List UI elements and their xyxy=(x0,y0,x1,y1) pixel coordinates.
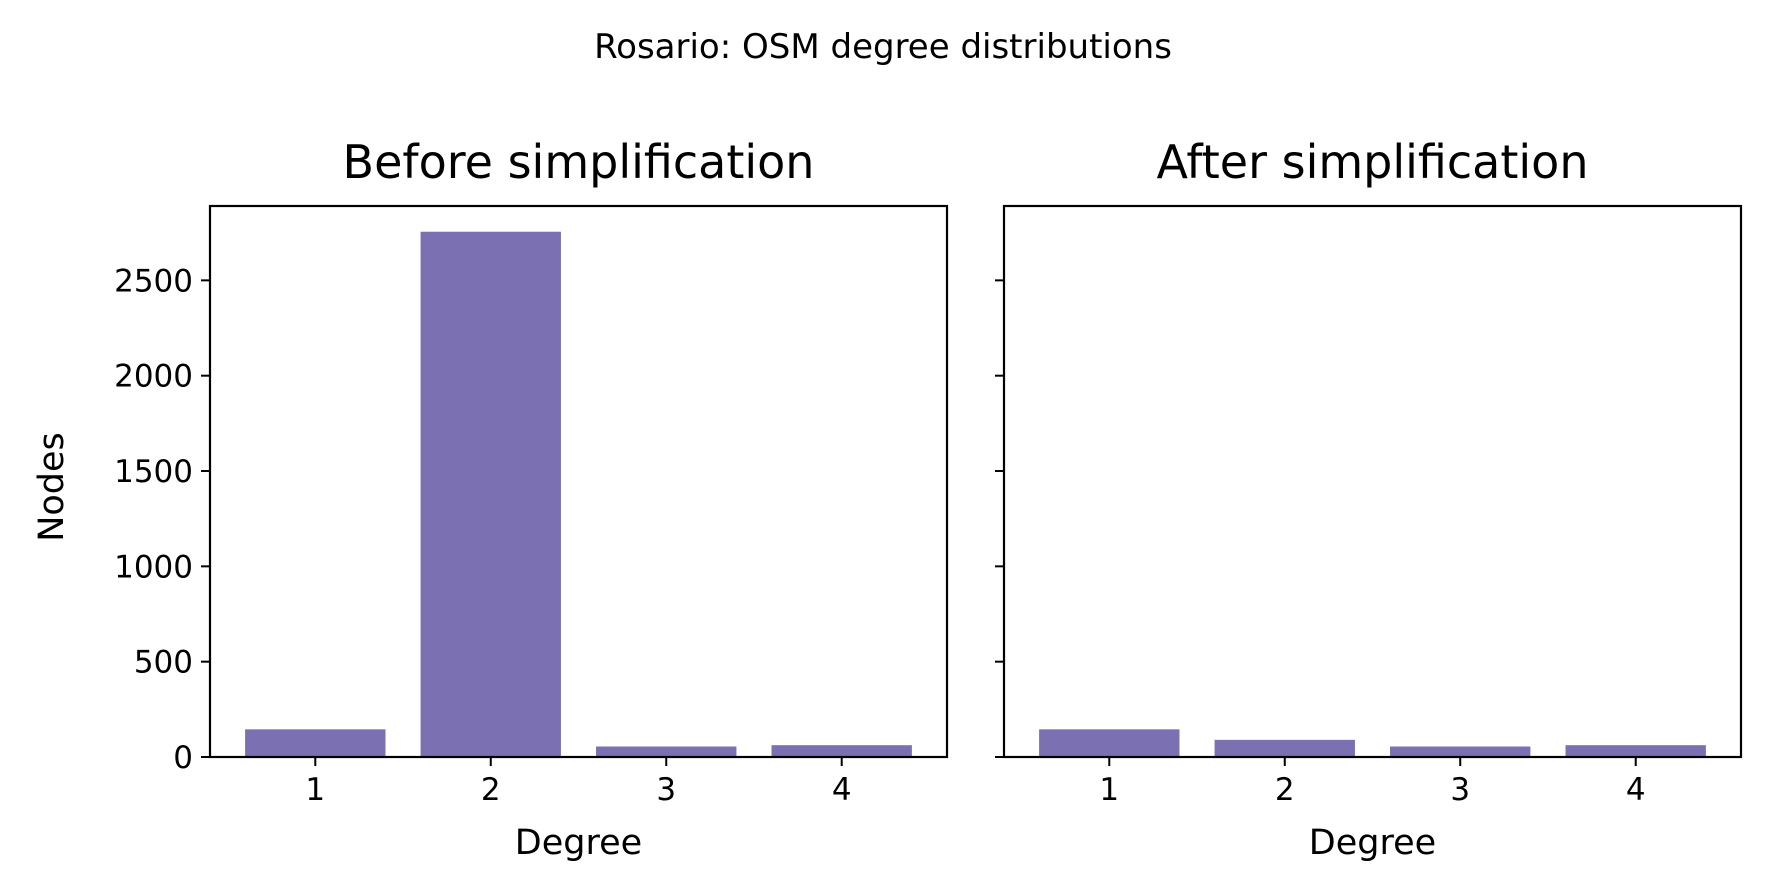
x-tick-label: 1 xyxy=(1099,772,1119,808)
y-tick-label: 1000 xyxy=(114,549,193,585)
figure-title: Rosario: OSM degree distributions xyxy=(594,27,1172,67)
bar-degree-3 xyxy=(1390,746,1531,757)
x-tick-label: 1 xyxy=(305,772,325,808)
panel-before-simplification: Before simplification 1 2 3 4 0 500 1000 1500 200… xyxy=(114,135,949,863)
x-tick-label: 4 xyxy=(832,772,852,808)
axes-frame xyxy=(1002,204,1743,759)
bar-degree-2 xyxy=(1214,739,1355,757)
x-axis-label: Degree xyxy=(1309,823,1436,863)
panel-after-simplification: After simplification 1 2 3 4 Degree xyxy=(995,135,1743,863)
y-tick-label: 2000 xyxy=(114,359,193,395)
x-tick-label: 2 xyxy=(1275,772,1295,808)
panel-title: Before simplification xyxy=(343,135,815,189)
x-tick-label: 3 xyxy=(1450,772,1470,808)
bar-degree-4 xyxy=(771,745,912,757)
y-tick-label: 500 xyxy=(134,645,193,681)
bar-degree-2 xyxy=(420,231,561,757)
panel-title: After simplification xyxy=(1157,135,1589,189)
y-tick-label: 2500 xyxy=(114,263,193,299)
x-tick-label: 4 xyxy=(1626,772,1646,808)
x-tick-label: 2 xyxy=(481,772,501,808)
bar-degree-1 xyxy=(1039,729,1180,757)
x-tick-label: 3 xyxy=(656,772,676,808)
bar-degree-4 xyxy=(1565,745,1706,757)
bar-degree-3 xyxy=(596,746,737,757)
x-axis-label: Degree xyxy=(515,823,642,863)
y-axis-label: Nodes xyxy=(32,432,72,542)
y-tick-label: 1500 xyxy=(114,454,193,490)
bar-degree-1 xyxy=(245,729,386,757)
axes-frame xyxy=(208,204,949,759)
y-tick-label: 0 xyxy=(173,740,193,776)
